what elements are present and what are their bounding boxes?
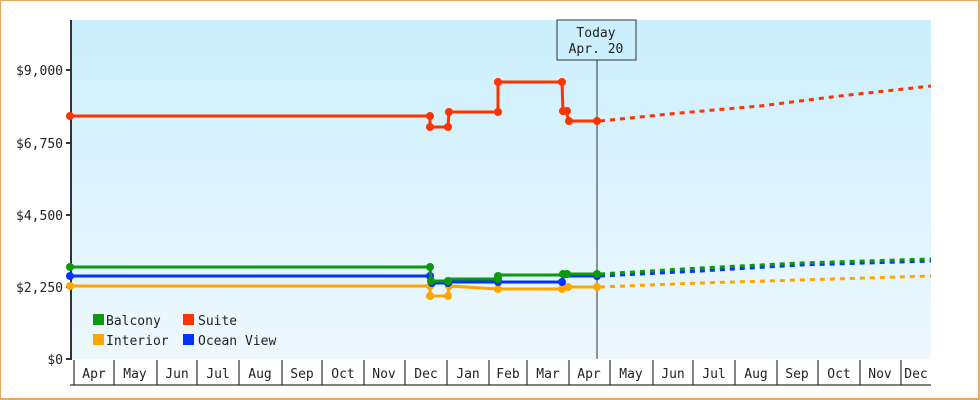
today-label-box <box>556 19 637 61</box>
y-tick-label: $9,000 <box>16 64 63 79</box>
month-label: Mar <box>536 367 560 382</box>
legend-label-balcony: Balcony <box>106 314 161 329</box>
month-label: Jan <box>456 367 479 382</box>
month-label: Jun <box>661 367 684 382</box>
legend-swatch-balcony <box>93 314 104 325</box>
today-date-label: Apr. 20 <box>569 42 624 57</box>
series-balcony <box>66 257 932 285</box>
today-label: Today <box>576 26 615 41</box>
month-label: Jul <box>702 367 725 382</box>
x-axis <box>70 360 931 386</box>
month-label: Aug <box>248 367 271 382</box>
x-tick-labels: Apr May Jun Jul Aug Sep Oct Nov Dec Jan … <box>82 367 927 382</box>
month-label: Jun <box>165 367 188 382</box>
series-suite <box>66 78 932 131</box>
legend-label-interior: Interior <box>106 334 169 349</box>
month-label: Apr <box>82 367 106 382</box>
legend-label-ocean-view: Ocean View <box>198 334 276 349</box>
month-label: Dec <box>414 367 437 382</box>
month-label: Feb <box>496 367 520 382</box>
month-label: Apr <box>577 367 601 382</box>
month-label: Dec <box>904 367 927 382</box>
y-tick-label: $2,250 <box>16 281 63 296</box>
legend-swatch-interior <box>93 334 104 345</box>
plot-area <box>71 20 931 359</box>
y-tick-label: $6,750 <box>16 137 63 152</box>
month-label: May <box>123 367 147 382</box>
y-tick-label: $4,500 <box>16 209 63 224</box>
month-label: Nov <box>372 367 396 382</box>
month-label: Aug <box>744 367 767 382</box>
legend: Balcony Suite Interior Ocean View <box>93 314 276 349</box>
y-tick-label: $0 <box>47 353 63 368</box>
month-label: Sep <box>290 367 314 382</box>
legend-label-suite: Suite <box>198 314 237 329</box>
month-label: Nov <box>868 367 892 382</box>
month-label: May <box>619 367 643 382</box>
legend-swatch-ocean-view <box>183 334 194 345</box>
legend-swatch-suite <box>183 314 194 325</box>
month-label: Oct <box>331 367 354 382</box>
month-label: Jul <box>206 367 229 382</box>
month-label: Sep <box>785 367 809 382</box>
y-ticks: $9,000 $6,750 $4,500 $2,250 $0 <box>16 64 71 368</box>
month-label: Oct <box>827 367 850 382</box>
